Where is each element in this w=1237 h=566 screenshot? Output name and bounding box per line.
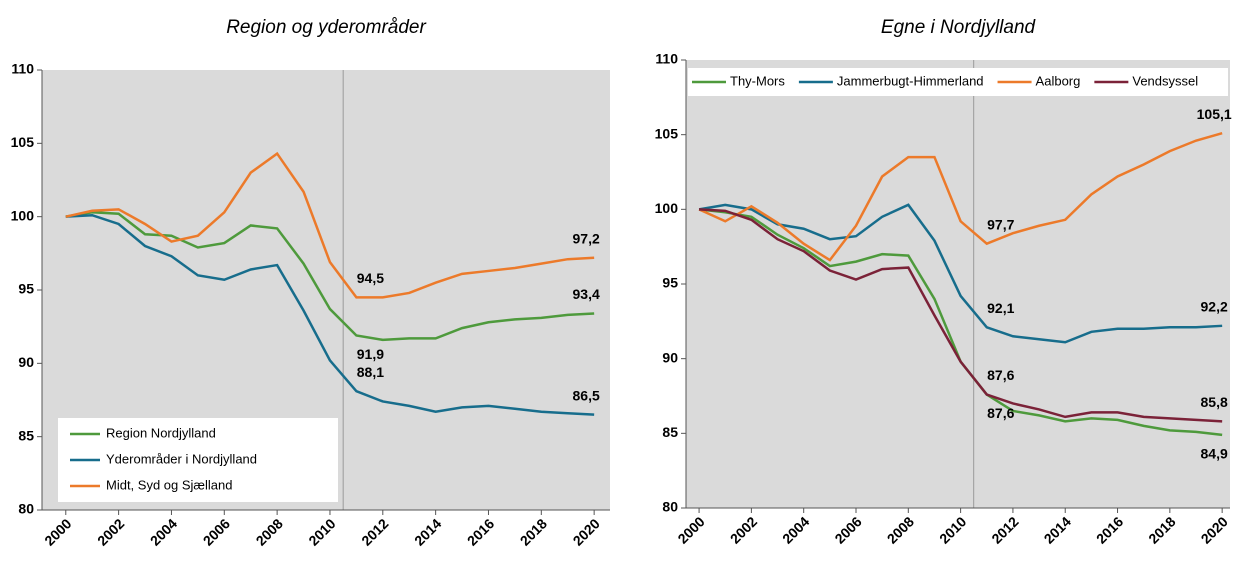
data-label: 92,2	[1201, 299, 1228, 315]
plot-area	[686, 60, 1230, 508]
y-tick-label: 90	[662, 349, 678, 365]
legend-label: Aalborg	[1036, 73, 1081, 88]
legend-label: Thy-Mors	[730, 73, 785, 88]
x-tick-label: 2010	[936, 513, 969, 546]
data-label: 91,9	[357, 346, 384, 362]
y-tick-label: 110	[655, 51, 678, 67]
y-tick-label: 95	[662, 275, 678, 291]
y-tick-label: 100	[655, 200, 679, 216]
x-tick-label: 2020	[1198, 513, 1231, 546]
legend-box	[688, 68, 1228, 96]
x-tick-label: 2000	[41, 515, 74, 548]
y-tick-label: 80	[662, 499, 678, 515]
y-tick-label: 95	[18, 281, 34, 297]
legend-label: Midt, Syd og Sjælland	[106, 477, 232, 492]
chart-title: Region og yderområder	[226, 17, 426, 38]
series-line	[65, 211, 595, 342]
y-tick-label: 85	[662, 424, 678, 440]
legend-label: Vendsyssel	[1132, 73, 1198, 88]
x-tick-label: 2008	[884, 513, 917, 546]
y-tick-label: 90	[18, 354, 34, 370]
legend-box	[58, 418, 338, 502]
x-tick-label: 2006	[200, 515, 233, 548]
legend-label: Region Nordjylland	[106, 425, 216, 440]
x-tick-label: 2016	[464, 515, 497, 548]
x-tick-label: 2000	[674, 513, 707, 546]
x-tick-label: 2020	[570, 515, 603, 548]
y-tick-label: 80	[18, 501, 34, 517]
x-tick-label: 2018	[1145, 513, 1178, 546]
data-label: 85,8	[1201, 394, 1228, 410]
data-label: 97,2	[573, 230, 600, 246]
x-tick-label: 2014	[1041, 513, 1074, 546]
x-tick-label: 2016	[1093, 513, 1126, 546]
y-tick-label: 105	[655, 125, 679, 141]
legend-label: Yderområder i Nordjylland	[106, 451, 257, 466]
data-label: 97,7	[987, 216, 1014, 232]
data-label: 94,5	[357, 270, 384, 286]
x-tick-label: 2018	[517, 515, 550, 548]
x-tick-label: 2004	[147, 515, 180, 548]
y-tick-label: 85	[18, 427, 34, 443]
y-tick-label: 105	[11, 134, 35, 150]
data-label: 92,1	[987, 300, 1014, 316]
x-tick-label: 2012	[358, 515, 391, 548]
y-tick-label: 110	[11, 61, 34, 77]
x-tick-label: 2012	[988, 513, 1021, 546]
data-label: 86,5	[573, 387, 600, 403]
data-label: 87,6	[987, 367, 1014, 383]
x-tick-label: 2010	[305, 515, 338, 548]
x-tick-label: 2004	[779, 513, 812, 546]
x-tick-label: 2002	[94, 515, 127, 548]
x-tick-label: 2002	[727, 513, 760, 546]
x-tick-label: 2006	[831, 513, 864, 546]
data-label: 87,6	[987, 405, 1014, 421]
chart-title: Egne i Nordjylland	[881, 17, 1037, 38]
legend-label: Jammerbugt-Himmerland	[837, 73, 984, 88]
series-line	[698, 203, 1223, 344]
series-line	[698, 131, 1223, 262]
y-tick-label: 100	[11, 207, 35, 223]
data-label: 93,4	[573, 286, 600, 302]
x-tick-label: 2008	[253, 515, 286, 548]
data-label: 105,1	[1197, 106, 1232, 122]
series-line	[699, 208, 1223, 423]
x-tick-label: 2014	[411, 515, 444, 548]
data-label: 88,1	[357, 364, 384, 380]
series-line	[65, 151, 595, 299]
data-label: 84,9	[1201, 446, 1228, 462]
series-line	[65, 213, 595, 416]
